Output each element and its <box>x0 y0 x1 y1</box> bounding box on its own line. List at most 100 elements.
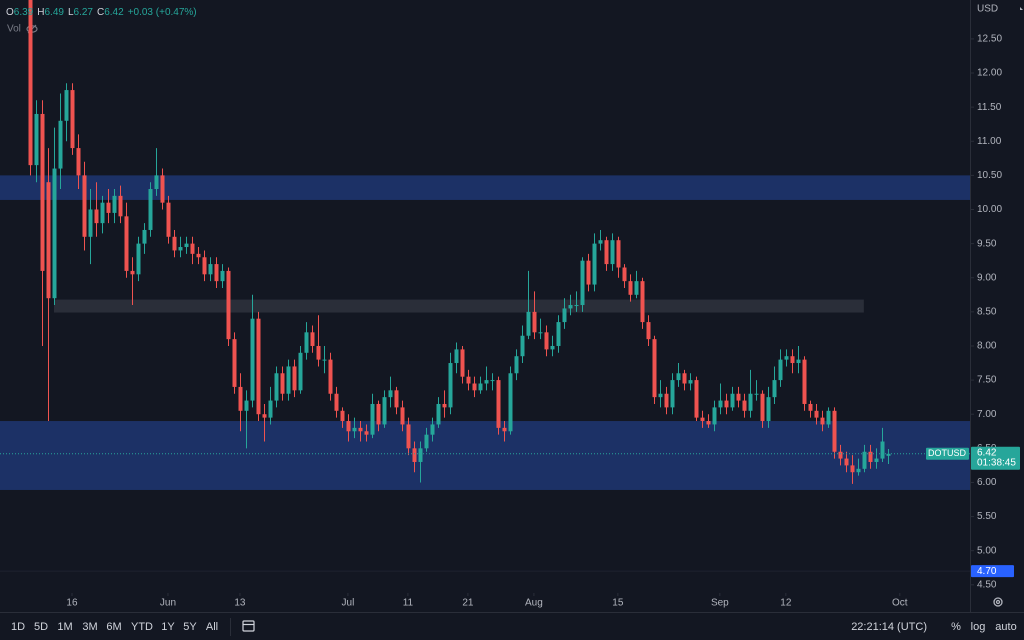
y-tick-label: 10.50 <box>977 170 1002 181</box>
candle-body <box>484 380 489 384</box>
candle-body <box>808 403 813 411</box>
scale-option[interactable]: log <box>971 621 986 633</box>
candle-body <box>412 448 417 462</box>
candle-body <box>646 322 651 340</box>
candle-body <box>202 257 207 275</box>
range-button[interactable]: 1Y <box>161 621 175 633</box>
candle-body <box>436 403 441 425</box>
candle-body <box>508 373 513 432</box>
range-button[interactable]: 6M <box>106 621 121 633</box>
candle-body <box>58 120 63 169</box>
price-zone <box>0 175 970 200</box>
candle-body <box>82 175 87 237</box>
candle-body <box>184 243 189 248</box>
candle-body <box>112 195 117 213</box>
candle-body <box>226 270 231 340</box>
calendar-icon[interactable] <box>242 620 255 632</box>
candle-body <box>640 281 645 323</box>
scale-option[interactable]: auto <box>995 621 1016 633</box>
candle-body <box>814 410 819 418</box>
alert-label: 4.70 <box>977 566 997 577</box>
range-button[interactable]: 3M <box>82 621 97 633</box>
y-tick-label: 4.50 <box>977 579 997 590</box>
candle-body <box>388 390 393 398</box>
currency-caret[interactable] <box>1020 7 1023 10</box>
candle-body <box>628 281 633 295</box>
volume-label: Vol <box>7 24 21 35</box>
candle-body <box>664 393 669 408</box>
candle-body <box>868 451 873 462</box>
candle-body <box>682 373 687 384</box>
candle-body <box>838 451 843 459</box>
plot-area <box>0 0 970 490</box>
candle-body <box>514 356 519 374</box>
candle-body <box>142 229 147 244</box>
candle-body <box>190 243 195 254</box>
candle-body <box>886 453 891 456</box>
candle-body <box>406 424 411 449</box>
range-button[interactable]: 5D <box>34 621 48 633</box>
ohlc-value: 6.49 <box>44 7 64 18</box>
candle-body <box>784 356 789 360</box>
x-tick-label: 12 <box>780 598 792 609</box>
candle-body <box>724 400 729 408</box>
candle-body <box>298 352 303 391</box>
candle-body <box>106 202 111 213</box>
y-tick-label: 8.50 <box>977 306 997 317</box>
candle-body <box>874 458 879 462</box>
y-tick-label: 6.00 <box>977 477 997 488</box>
candle-body <box>310 332 315 346</box>
candle-body <box>790 356 795 364</box>
range-button[interactable]: 1D <box>11 621 25 633</box>
candle-body <box>424 434 429 449</box>
candle-body <box>70 90 75 149</box>
candle-body <box>754 393 759 395</box>
range-button[interactable]: 5Y <box>183 621 197 633</box>
candle-body <box>136 243 141 275</box>
candle-body <box>364 431 369 435</box>
candle-body <box>520 335 525 357</box>
y-tick-label: 12.50 <box>977 34 1002 45</box>
range-button[interactable]: YTD <box>131 621 153 633</box>
ohlc-value: 6.27 <box>74 7 94 18</box>
candle-body <box>52 168 57 299</box>
range-button[interactable]: All <box>206 621 218 633</box>
candle-body <box>280 373 285 394</box>
x-tick-label: 11 <box>403 598 414 609</box>
countdown-label: 01:38:45 <box>977 457 1016 468</box>
change-value: +0.03 (+0.47%) <box>128 7 197 18</box>
candle-body <box>382 397 387 425</box>
candle-body <box>418 448 423 462</box>
candle-body <box>322 359 327 361</box>
candle-body <box>274 373 279 401</box>
candle-body <box>394 390 399 408</box>
candle-body <box>718 400 723 408</box>
candle-body <box>250 318 255 401</box>
y-tick-label: 8.00 <box>977 341 997 352</box>
candle-body <box>634 281 639 295</box>
candle-body <box>610 240 615 265</box>
y-tick-label: 11.50 <box>977 102 1002 113</box>
y-tick-label: 7.50 <box>977 375 997 386</box>
candle-body <box>232 339 237 387</box>
y-tick-label: 5.00 <box>977 545 997 556</box>
x-tick-label: Aug <box>525 598 543 609</box>
candle-body <box>652 339 657 398</box>
price-zone <box>53 299 864 313</box>
candle-body <box>40 113 45 271</box>
currency-label[interactable]: USD <box>977 4 998 15</box>
candle-body <box>568 305 573 309</box>
candle-body <box>850 465 855 473</box>
range-button[interactable]: 1M <box>57 621 72 633</box>
settings-icon[interactable] <box>993 597 1003 607</box>
candle-body <box>544 332 549 350</box>
y-tick-label: 11.00 <box>977 136 1002 147</box>
candle-body <box>658 393 663 398</box>
x-tick-label: 21 <box>462 598 474 609</box>
candle-body <box>34 113 39 166</box>
candle-body <box>160 175 165 203</box>
ohlc-key: O <box>6 7 14 18</box>
scale-option[interactable]: % <box>951 621 961 633</box>
